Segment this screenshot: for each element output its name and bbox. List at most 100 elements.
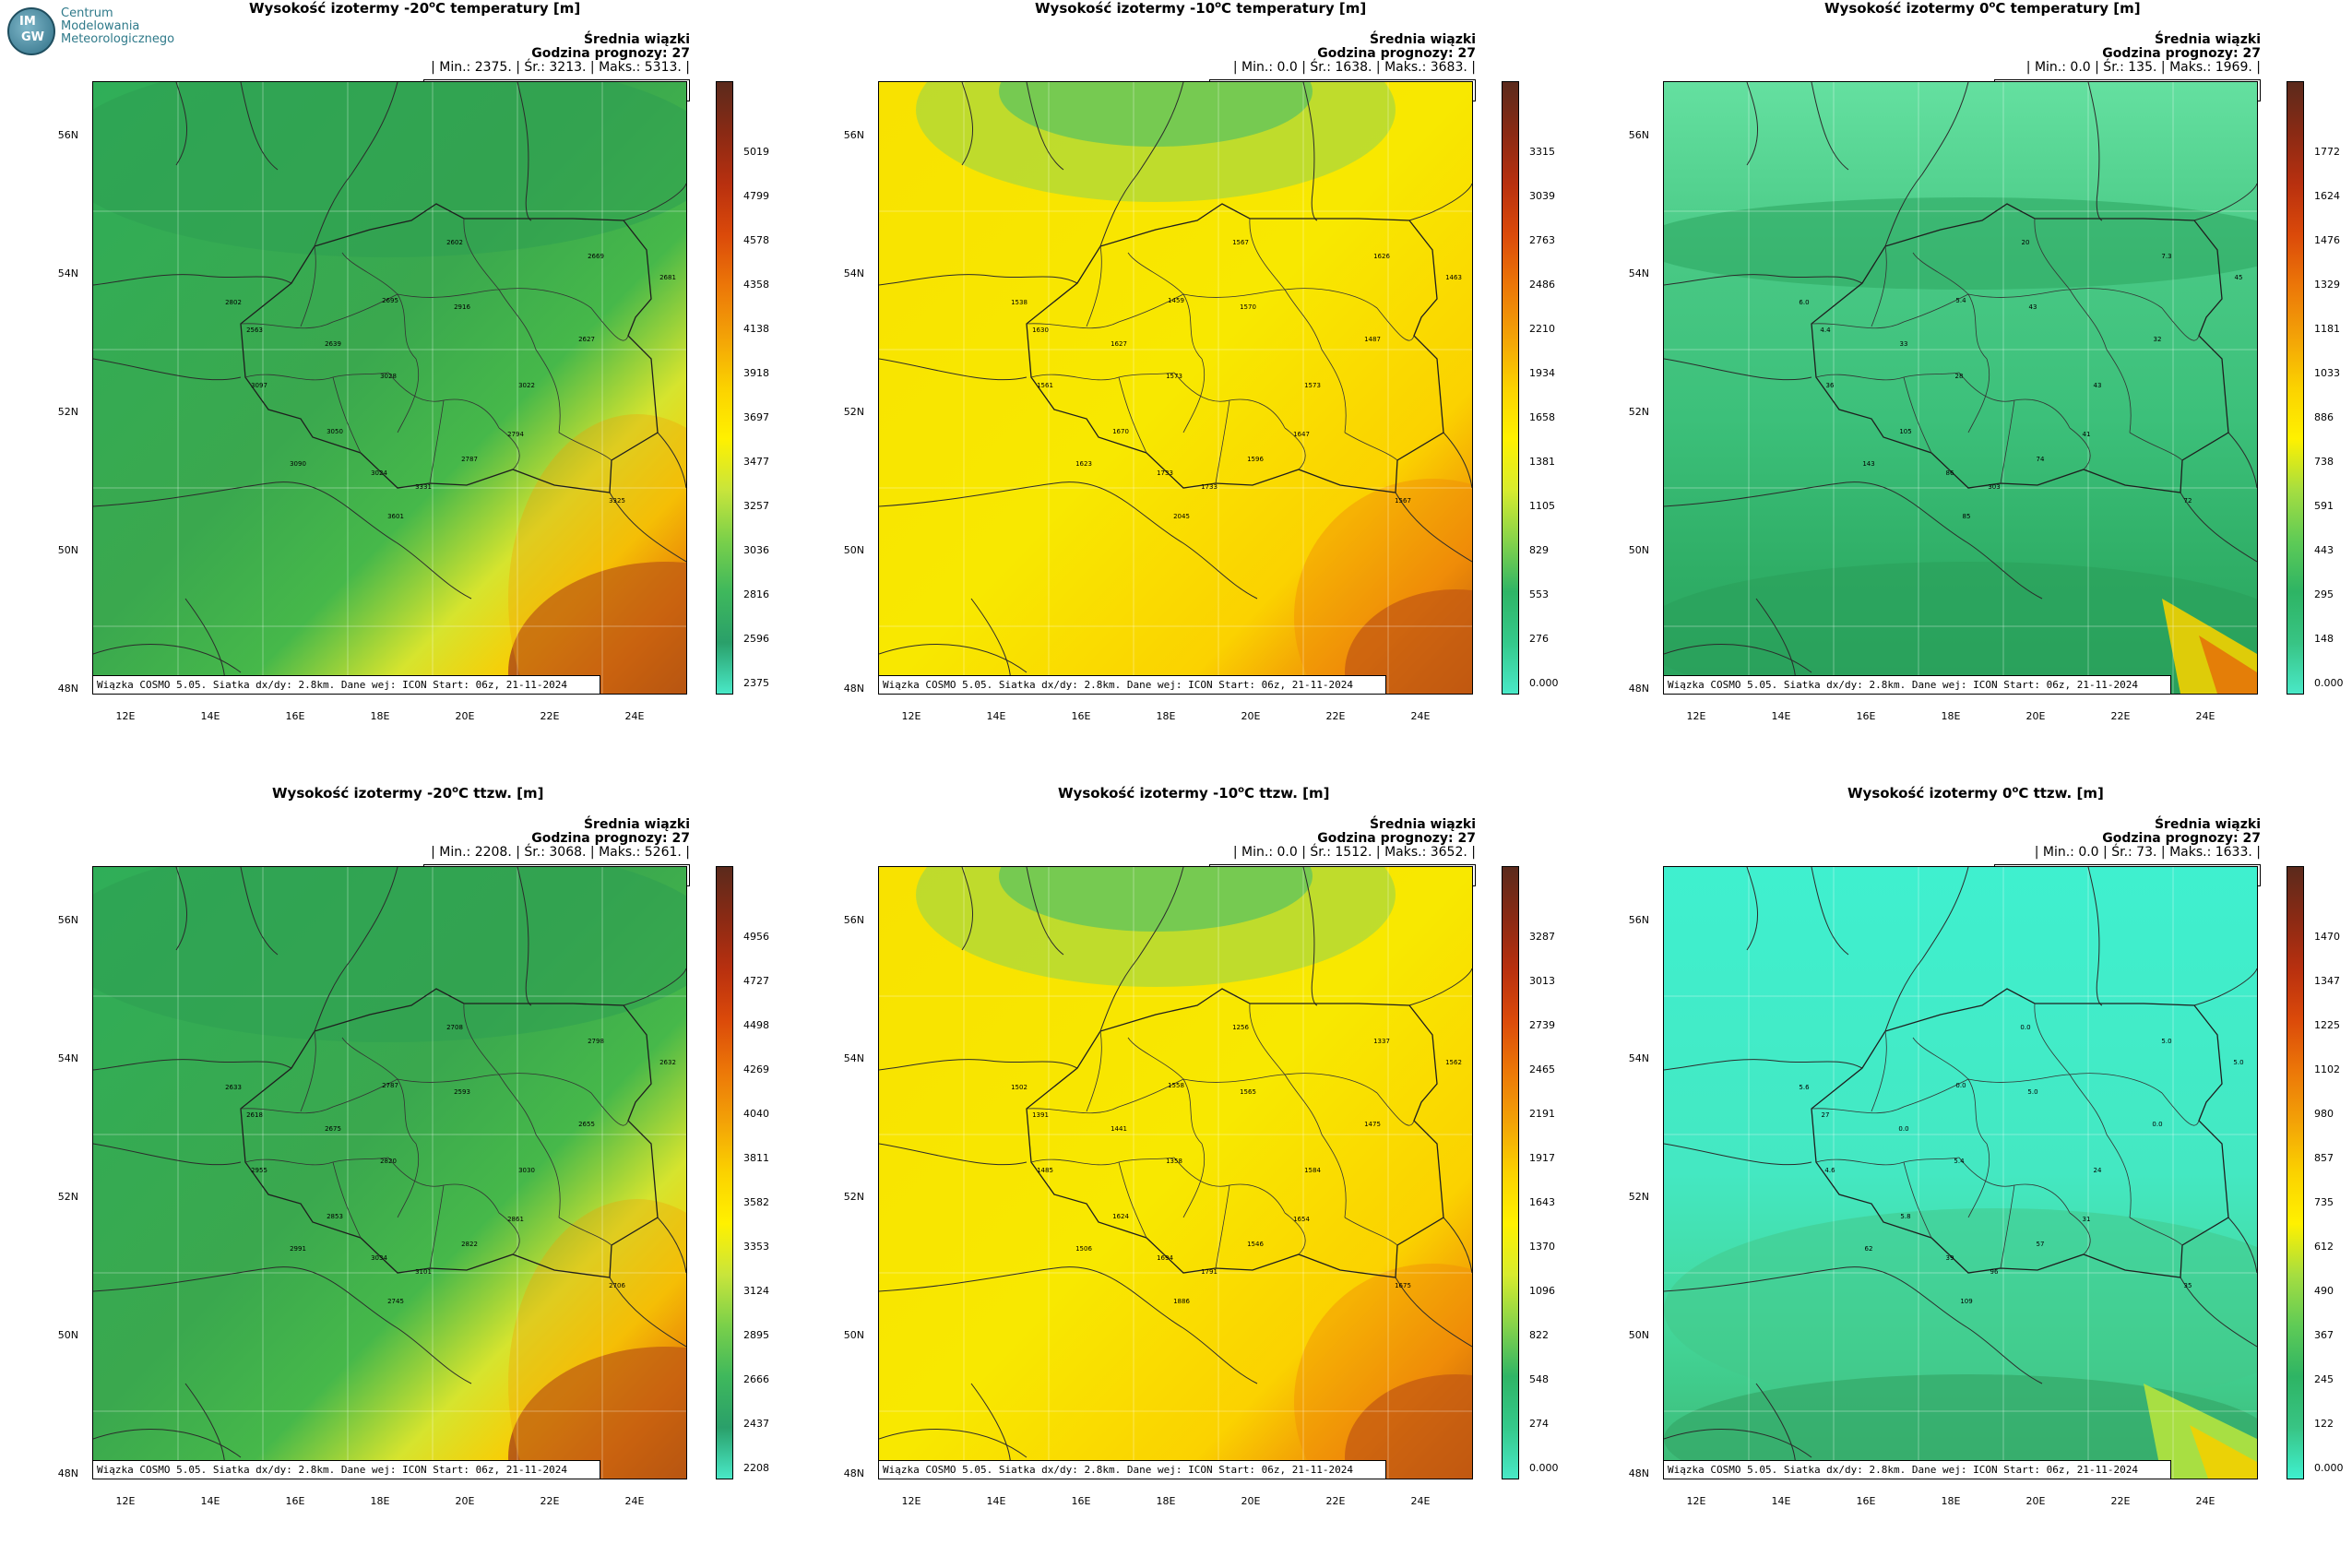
country-border [2227, 1217, 2257, 1274]
country-border [93, 481, 472, 600]
city-value: 2798 [588, 1038, 604, 1045]
city-value: 1675 [1395, 1282, 1411, 1289]
lon-label: 24E [1410, 1495, 1431, 1507]
city-value: 1561 [1037, 382, 1053, 389]
poland-outline [240, 203, 659, 493]
lon-label: 22E [2110, 1495, 2131, 1507]
city-value: 1358 [1166, 1158, 1182, 1165]
colorbar-label: 2208 [743, 1462, 769, 1474]
city-value: 5.0 [2233, 1059, 2244, 1066]
lon-label: 18E [1941, 1495, 1961, 1507]
country-border [1664, 1143, 1812, 1166]
city-value: 1562 [1445, 1059, 1462, 1066]
warm-halo [1294, 479, 1472, 694]
city-value: 39 [1945, 1254, 1954, 1262]
lat-label: 56N [1628, 129, 1649, 141]
lat-label: 54N [843, 267, 864, 279]
voivodeship-border [397, 1143, 420, 1218]
city-value: 3050 [327, 428, 343, 435]
voivodeship-border [1967, 358, 1990, 434]
city-value: 1733 [1201, 483, 1218, 491]
stats-line: | Min.: 2208. | Śr.: 3068. | Maks.: 5261… [431, 845, 690, 860]
city-value: 31 [2082, 1216, 2091, 1223]
colorbar-label: 4799 [743, 190, 769, 202]
colorbar-label: 3036 [743, 544, 769, 556]
city-value: 105 [1899, 428, 1912, 435]
colorbar-label: 4956 [743, 931, 769, 943]
colorbar-label: 2375 [743, 677, 769, 689]
lat-label: 50N [1628, 544, 1649, 556]
city-value: 72 [2183, 497, 2192, 505]
city-value: 1647 [1293, 431, 1310, 438]
city-value: 57 [2036, 1241, 2045, 1248]
lon-label: 20E [2025, 710, 2046, 722]
lon-label: 18E [370, 710, 390, 722]
city-value: 0.0 [1955, 1082, 1966, 1089]
logo-line-2: Modelowania [61, 19, 140, 33]
city-value: 43 [2028, 303, 2037, 311]
lat-label: 54N [1628, 1052, 1649, 1064]
city-value: 45 [2234, 274, 2243, 281]
country-border [1811, 867, 1849, 956]
colorbar-label: 3353 [743, 1241, 769, 1253]
lat-label: 52N [1628, 406, 1649, 418]
country-border [879, 644, 1028, 673]
colorbar-label: 443 [2314, 544, 2334, 556]
city-value: 2593 [454, 1088, 470, 1096]
voivodeship-border [1903, 376, 1932, 454]
colorbar-label: 738 [2314, 456, 2334, 468]
colorbar [2287, 81, 2304, 695]
country-border [1026, 82, 1064, 171]
voivodeship-border [1182, 288, 1378, 309]
title-start: Wysokość izotermy -10 [1058, 785, 1239, 802]
lat-label: 50N [57, 544, 78, 556]
country-border [1664, 274, 1863, 286]
title-end: C temperatury [m] [435, 0, 581, 17]
title-start: Wysokość izotermy 0 [1847, 785, 2013, 802]
lon-label: 22E [1325, 1495, 1346, 1507]
voivodeship-border [558, 1217, 612, 1246]
colorbar-label: 1096 [1529, 1285, 1555, 1297]
city-value: 1573 [1304, 382, 1321, 389]
city-value: 1573 [1166, 373, 1182, 380]
title-end: C ttzw. [m] [1244, 785, 1330, 802]
country-border [314, 867, 398, 1032]
voivodeship-border [1118, 1161, 1147, 1239]
city-value: 5.0 [2027, 1088, 2038, 1096]
colorbar-label: 5019 [743, 146, 769, 158]
voivodeship-border [2000, 1184, 2015, 1269]
title-end: C temperatury [m] [1221, 0, 1367, 17]
city-value: 1441 [1111, 1125, 1127, 1133]
colorbar-label: 822 [1529, 1329, 1549, 1341]
country-border [1884, 867, 1969, 1032]
colorbar-label: 3315 [1529, 146, 1555, 158]
country-border [517, 82, 532, 221]
city-value: 2618 [246, 1111, 263, 1119]
badge-bottom: GW [21, 30, 45, 44]
city-value: 3028 [380, 373, 397, 380]
voivodeship-border [1086, 245, 1102, 327]
voivodeship-border [1967, 1073, 2163, 1094]
warm-halo [1294, 1264, 1472, 1479]
city-value: 2675 [325, 1125, 341, 1133]
city-value: 2633 [225, 1084, 242, 1091]
country-border [1746, 867, 1759, 951]
city-value: 4.4 [1820, 327, 1831, 334]
colorbar-label: 1033 [2314, 367, 2340, 379]
mainland-band [1664, 1208, 2257, 1411]
forecast-hour: Godzina prognozy: 27 [2102, 831, 2261, 846]
city-value: 33 [1899, 340, 1908, 348]
voivodeship-border [590, 1092, 629, 1126]
lon-label: 16E [1856, 1495, 1876, 1507]
voivodeship-border [1215, 399, 1230, 484]
city-value: 1886 [1173, 1298, 1190, 1305]
country-border [93, 1429, 242, 1458]
stats-header: Średnia wiązki [583, 817, 690, 832]
city-value: 20 [2021, 239, 2030, 246]
voivodeship-border [1871, 1030, 1887, 1112]
colorbar-label: 276 [1529, 633, 1549, 645]
city-value: 1459 [1168, 297, 1184, 304]
colorbar [716, 81, 733, 695]
lon-label: 20E [2025, 1495, 2046, 1507]
colorbar-label: 2465 [1529, 1063, 1555, 1075]
